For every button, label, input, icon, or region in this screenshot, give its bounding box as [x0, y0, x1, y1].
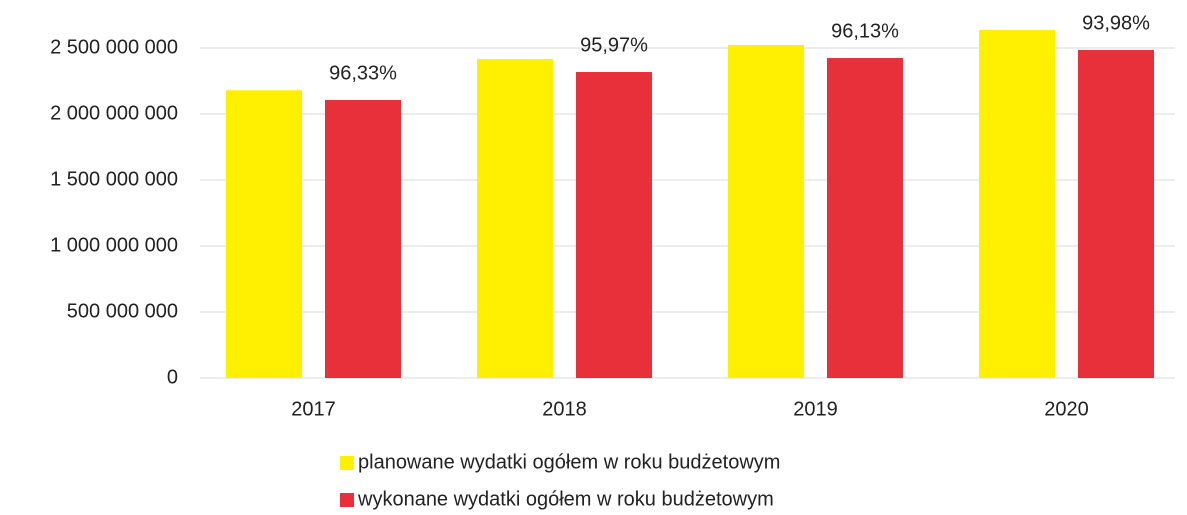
- percent-label: 95,97%: [580, 34, 648, 56]
- y-tick-label: 1 500 000 000: [50, 168, 178, 190]
- y-tick-label: 1 000 000 000: [50, 234, 178, 256]
- y-tick-label: 500 000 000: [67, 300, 178, 322]
- legend-swatch: [340, 493, 354, 507]
- bar: [1078, 49, 1154, 378]
- bar: [576, 72, 652, 379]
- y-tick-label: 2 000 000 000: [50, 102, 178, 124]
- legend-label: planowane wydatki ogółem w roku budżetow…: [358, 451, 780, 473]
- percent-label: 96,33%: [329, 62, 397, 84]
- bar: [226, 90, 302, 379]
- legend-label: wykonane wydatki ogółem w roku budżetowy…: [357, 488, 774, 510]
- x-tick-label: 2020: [1044, 398, 1089, 420]
- y-tick-label: 2 500 000 000: [50, 36, 178, 58]
- x-tick-label: 2018: [542, 398, 587, 420]
- bar: [827, 58, 903, 378]
- percent-label: 93,98%: [1082, 12, 1150, 34]
- bar: [728, 44, 804, 379]
- percent-label: 96,13%: [831, 20, 899, 42]
- x-tick-label: 2019: [793, 398, 838, 420]
- bar: [979, 30, 1055, 378]
- bar: [477, 58, 553, 379]
- x-tick-label: 2017: [291, 398, 336, 420]
- y-tick-label: 0: [167, 366, 178, 388]
- legend-swatch: [340, 456, 354, 470]
- bar: [325, 100, 401, 379]
